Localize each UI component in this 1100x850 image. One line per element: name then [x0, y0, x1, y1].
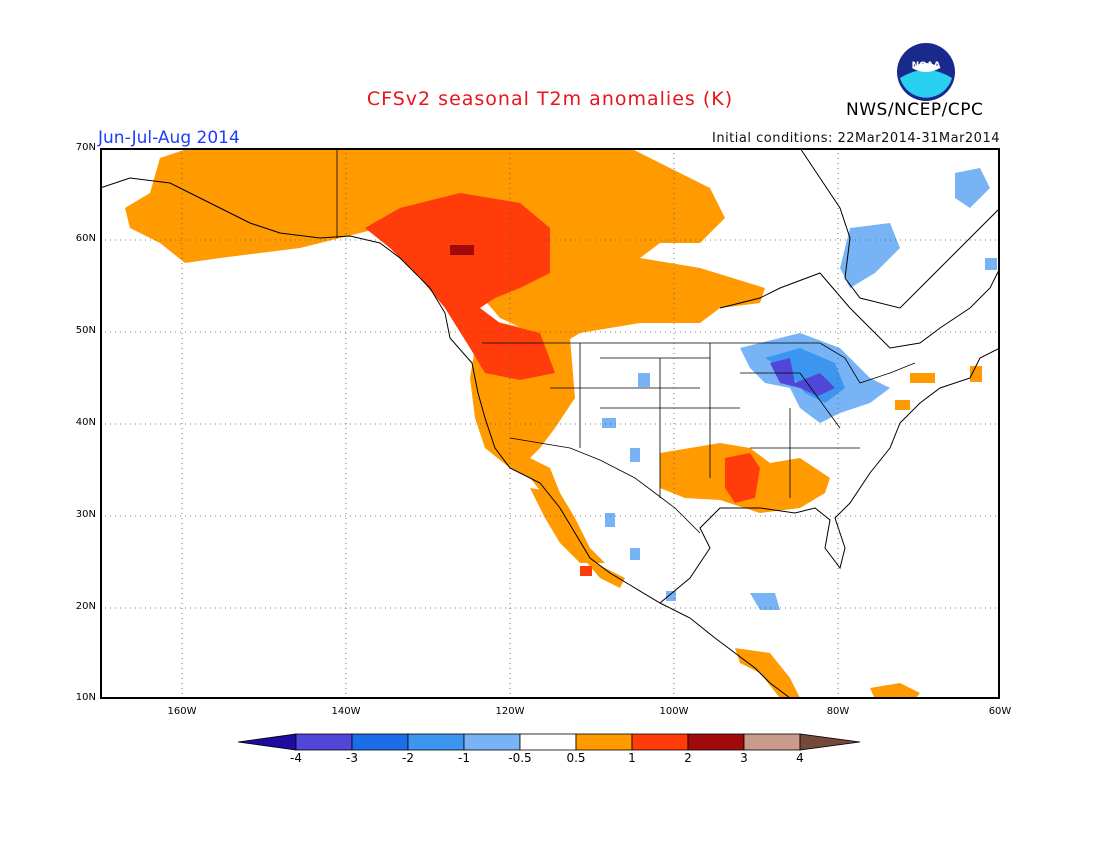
colorbar-swatch-0 — [238, 733, 297, 751]
lat-tick-70n: 70N — [75, 142, 96, 153]
strong-warm-anomaly-mexico — [580, 566, 592, 576]
forecast-period: Jun-Jul-Aug 2014 — [98, 128, 240, 148]
anomaly-map — [100, 148, 1000, 699]
colorbar-label: 4 — [796, 751, 804, 765]
very-strong-warm-anomaly — [450, 245, 474, 255]
lon-tick-140w: 140W — [331, 706, 361, 717]
chart-title: CFSv2 seasonal T2m anomalies (K) — [366, 88, 734, 110]
initial-conditions: Initial conditions: 22Mar2014-31Mar2014 — [712, 131, 1000, 146]
cool-anomaly-caribbean — [750, 593, 780, 610]
colorbar-label: -3 — [346, 751, 358, 765]
colorbar-swatch-7 — [631, 733, 689, 751]
lon-tick-160w: 160W — [167, 706, 197, 717]
strong-warm-anomaly-arkansas — [725, 453, 760, 503]
lat-tick-40n: 40N — [75, 417, 96, 428]
gridlines — [100, 148, 1000, 699]
lon-tick-80w: 80W — [826, 706, 850, 717]
noaa-logo-text: NOAA — [912, 61, 941, 71]
colorbar-swatch-10 — [799, 733, 861, 751]
colorbar-label: -1 — [458, 751, 470, 765]
cool-anomaly-cell — [602, 418, 616, 428]
colorbar-label: 1 — [628, 751, 636, 765]
coastlines — [100, 148, 1000, 699]
colorbar-label: 2 — [684, 751, 692, 765]
colorbar-swatch-5 — [519, 733, 577, 751]
cool-anomaly-cell — [630, 448, 640, 462]
cool-anomaly-cell — [638, 373, 650, 387]
lat-tick-60n: 60N — [75, 233, 96, 244]
map-frame — [100, 148, 1000, 699]
colorbar-swatch-3 — [407, 733, 465, 751]
lat-tick-10n: 10N — [75, 692, 96, 703]
anomaly-fields — [125, 148, 997, 699]
cool-anomaly-newfoundland — [985, 258, 997, 270]
colorbar-label: -0.5 — [508, 751, 532, 765]
colorbar — [238, 733, 861, 751]
strong-warm-anomaly-bc — [365, 193, 555, 380]
colorbar-label: 0.5 — [566, 751, 586, 765]
cool-anomaly-cell — [605, 513, 615, 527]
agency-label: NWS/NCEP/CPC — [846, 100, 984, 120]
lat-tick-50n: 50N — [75, 325, 96, 336]
colorbar-label: 3 — [740, 751, 748, 765]
colorbar-swatch-6 — [575, 733, 633, 751]
cool-anomaly-cell — [630, 548, 640, 560]
noaa-logo: NOAA — [897, 43, 955, 101]
colorbar-swatch-8 — [687, 733, 745, 751]
colorbar-swatch-1 — [295, 733, 353, 751]
warm-anomaly-west-coast — [470, 318, 625, 588]
warm-anomaly-newfoundland — [970, 366, 982, 382]
warm-anomaly-caribbean-south — [870, 683, 920, 699]
colorbar-label: -2 — [402, 751, 414, 765]
lon-tick-60w: 60W — [988, 706, 1012, 717]
lon-tick-100w: 100W — [659, 706, 689, 717]
cool-anomaly-quebec — [840, 223, 900, 288]
very-cool-anomaly-great-lakes — [770, 358, 835, 396]
colorbar-label: -4 — [290, 751, 302, 765]
warm-anomaly-maine — [895, 400, 910, 410]
borders — [336, 148, 916, 534]
colorbar-swatch-2 — [351, 733, 409, 751]
lat-tick-30n: 30N — [75, 509, 96, 520]
lon-tick-120w: 120W — [495, 706, 525, 717]
colorbar-swatch-9 — [743, 733, 801, 751]
warm-anomaly-mexico-coast — [530, 488, 605, 563]
warm-anomaly-central-america — [735, 648, 800, 698]
colorbar-swatch-4 — [463, 733, 521, 751]
cool-anomaly-cell — [666, 591, 676, 601]
cool-anomaly-labrador — [955, 168, 990, 208]
warm-anomaly-maritimes — [910, 373, 935, 383]
lat-tick-20n: 20N — [75, 601, 96, 612]
